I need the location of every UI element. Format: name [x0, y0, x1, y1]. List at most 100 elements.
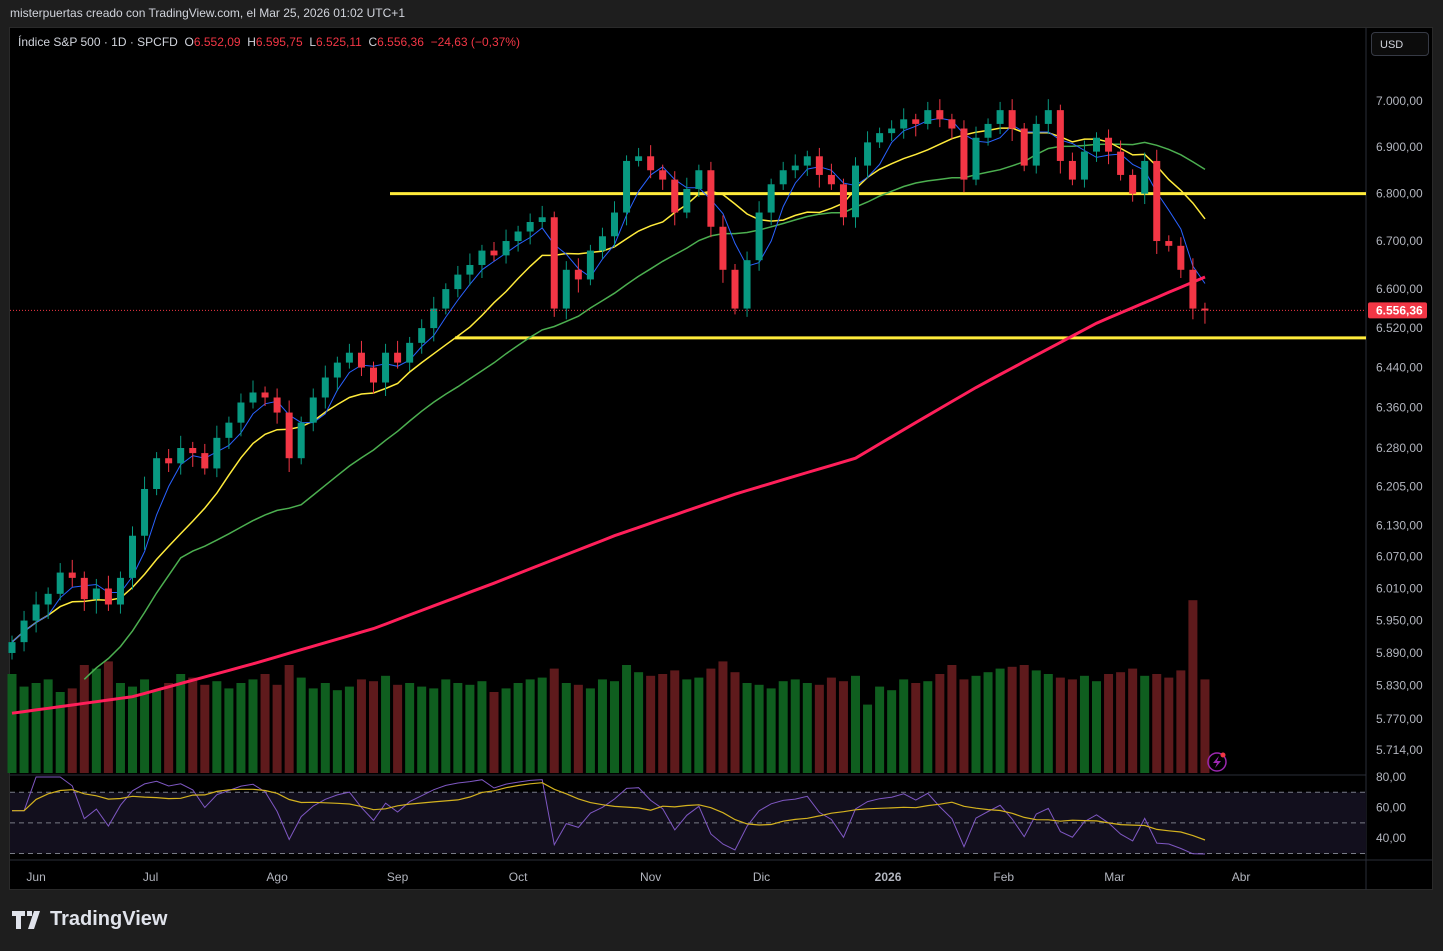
volume-bar [453, 683, 463, 773]
lightning-icon [1207, 752, 1227, 772]
price-tick-label: 6.205,00 [1376, 479, 1423, 493]
currency-button[interactable]: USD [1371, 32, 1429, 56]
candle [683, 188, 691, 213]
scrollbar[interactable] [1433, 27, 1443, 890]
price-tick-label: 6.070,00 [1376, 550, 1423, 564]
volume-bar [573, 684, 583, 773]
high-label: H [247, 35, 256, 49]
candle [1068, 160, 1076, 180]
price-tick-label: 6.130,00 [1376, 518, 1423, 532]
price-tick-label: 6.440,00 [1376, 361, 1423, 375]
volume-bar [983, 672, 993, 773]
candle [297, 422, 305, 459]
candle [779, 170, 787, 185]
candle [321, 377, 329, 398]
candle [177, 448, 185, 464]
time-tick-label: Feb [993, 870, 1014, 884]
candle [357, 352, 365, 368]
volume-bar [646, 675, 656, 773]
candle [586, 250, 594, 280]
time-tick-label: Abr [1232, 870, 1251, 884]
volume-bar [537, 677, 547, 773]
volume-bar [284, 665, 294, 773]
volume-bar [441, 679, 451, 773]
candle [550, 217, 558, 309]
attribution-bar: misterpuertas creado con TradingView.com… [0, 0, 1443, 27]
candle [1093, 137, 1100, 152]
symbol-name: Índice S&P 500 · 1D · SPCFD [18, 35, 178, 49]
candle [394, 352, 402, 363]
candle [1080, 151, 1088, 180]
candle [815, 156, 823, 175]
candle [1129, 174, 1137, 194]
volume-bar [826, 677, 836, 773]
open-value: 6.552,09 [193, 35, 241, 49]
candle [68, 572, 76, 578]
candle [345, 352, 353, 363]
volume-bar [140, 679, 150, 773]
candle [611, 212, 618, 237]
close-label: C [368, 35, 378, 49]
candle [514, 231, 522, 242]
tradingview-logo[interactable]: TradingView [12, 908, 167, 931]
candle [972, 137, 980, 180]
lightning-glyph-icon [1213, 756, 1221, 768]
candle [8, 642, 16, 653]
volume-bar [875, 686, 885, 773]
low-value: 6.525,11 [316, 35, 362, 49]
volume-bar [103, 661, 113, 773]
volume-bar [308, 688, 318, 773]
candle [32, 604, 40, 621]
candle [333, 362, 341, 378]
volume-bar [236, 683, 246, 773]
volume-bar [585, 688, 595, 773]
attribution-text: misterpuertas creado con TradingView.com… [10, 6, 405, 20]
volume-bar [224, 688, 234, 773]
volume-bar [369, 681, 378, 773]
tradingview-logo-icon [12, 910, 40, 929]
candle [996, 110, 1004, 124]
candle [285, 412, 293, 459]
candle [454, 274, 462, 290]
rsi-tick-label: 80,00 [1376, 770, 1406, 784]
volume-bar [1019, 665, 1029, 773]
time-tick-label: Jul [143, 870, 158, 884]
price-tick-label: 6.360,00 [1376, 401, 1423, 415]
volume-bar [19, 686, 29, 773]
candle [20, 620, 28, 643]
volume-bar [429, 688, 439, 773]
volume-bar [1031, 670, 1041, 773]
price-tick-label: 5.950,00 [1376, 614, 1423, 628]
volume-bar [67, 688, 77, 773]
time-tick-label: Sep [387, 870, 409, 884]
volume-bar [597, 679, 607, 773]
price-tick-label: 6.280,00 [1376, 441, 1423, 455]
candle [273, 397, 281, 413]
candle [237, 402, 245, 423]
candle [189, 448, 197, 454]
volume-bar [1140, 675, 1150, 773]
candle [370, 367, 377, 383]
candle [948, 119, 956, 129]
volume-bar [838, 681, 848, 773]
volume-bar [863, 704, 873, 773]
candle [406, 342, 414, 363]
price-tick-label: 6.010,00 [1376, 581, 1423, 595]
volume-bar [1152, 674, 1162, 773]
volume-bar [91, 668, 101, 773]
candle [165, 458, 173, 464]
candle [767, 184, 775, 213]
candle [695, 170, 703, 189]
volume-bar [947, 665, 957, 773]
price-tick-label: 5.830,00 [1376, 679, 1423, 693]
time-tick-label: Ago [266, 870, 288, 884]
volume-bar [356, 679, 366, 773]
tradingview-brand: TradingView [50, 908, 168, 930]
volume-bar [802, 683, 812, 773]
candle [924, 110, 932, 124]
candle [44, 593, 52, 605]
volume-bar [320, 683, 330, 773]
volume-bar [706, 668, 716, 773]
volume-bar [561, 683, 571, 773]
